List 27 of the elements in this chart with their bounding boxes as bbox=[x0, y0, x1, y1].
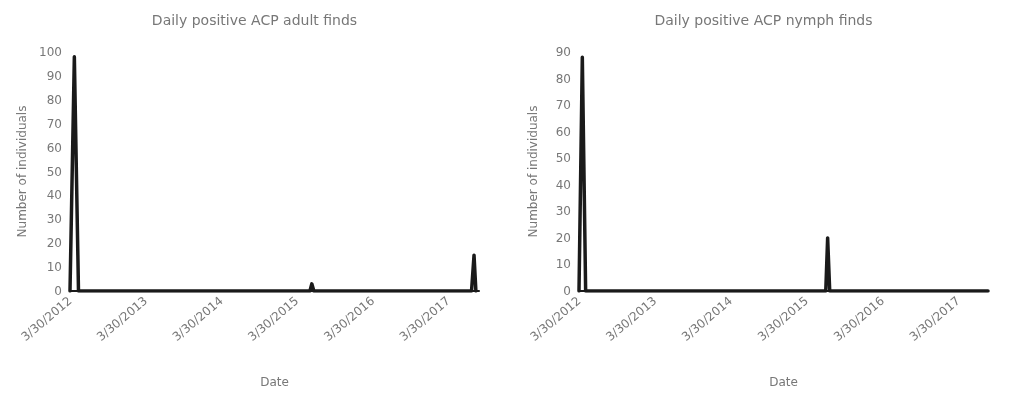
y-tick-label: 0 bbox=[54, 284, 62, 298]
x-axis-title: Date bbox=[260, 375, 289, 389]
y-tick-label: 30 bbox=[46, 212, 62, 227]
chart-title: Daily positive ACP adult finds bbox=[151, 12, 358, 28]
y-tick-label: 40 bbox=[46, 188, 62, 203]
y-tick-label: 60 bbox=[555, 124, 571, 139]
y-tick-label: 90 bbox=[555, 45, 571, 59]
y-tick-label: 60 bbox=[46, 140, 62, 155]
y-tick-label: 30 bbox=[555, 204, 571, 219]
y-tick-label: 100 bbox=[39, 45, 62, 59]
y-axis-title: Number of individuals bbox=[526, 105, 540, 238]
y-tick-label: 20 bbox=[555, 230, 571, 245]
y-tick-label: 10 bbox=[555, 257, 571, 272]
y-tick-label: 70 bbox=[46, 116, 62, 131]
y-tick-label: 0 bbox=[563, 284, 571, 298]
y-tick-label: 80 bbox=[555, 71, 571, 86]
y-tick-label: 50 bbox=[555, 151, 571, 166]
y-tick-label: 80 bbox=[46, 92, 62, 107]
y-tick-label: 20 bbox=[46, 236, 62, 251]
y-tick-label: 90 bbox=[46, 68, 62, 83]
y-tick-label: 70 bbox=[555, 98, 571, 113]
y-tick-label: 50 bbox=[46, 164, 62, 179]
y-tick-label: 40 bbox=[555, 177, 571, 192]
chart-title: Daily positive ACP nymph finds bbox=[654, 12, 873, 28]
x-axis-title: Date bbox=[769, 375, 798, 389]
y-axis-title: Number of individuals bbox=[15, 105, 30, 238]
y-tick-label: 10 bbox=[46, 260, 62, 275]
